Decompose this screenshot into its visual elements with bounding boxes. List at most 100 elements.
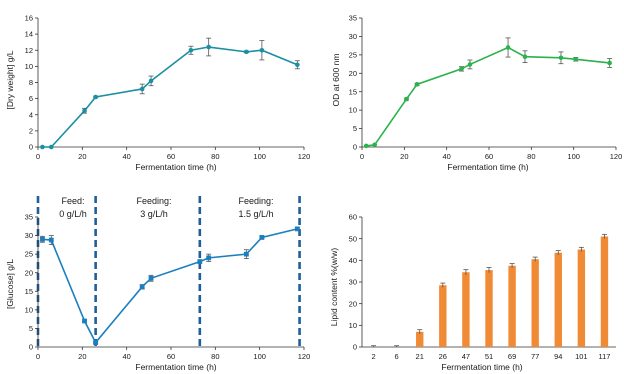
data-point xyxy=(93,340,99,345)
x-tick-label: 51 xyxy=(485,352,493,361)
x-tick-label: 26 xyxy=(439,352,447,361)
x-tick-label: 0 xyxy=(360,152,364,161)
y-tick-label: 2 xyxy=(29,126,33,135)
y-tick-label: 20 xyxy=(349,69,357,78)
y-tick-label: 25 xyxy=(349,50,357,59)
x-tick-label: 120 xyxy=(298,152,311,161)
y-tick-label: 15 xyxy=(349,87,357,96)
y-tick-label: 15 xyxy=(25,287,33,296)
data-point xyxy=(467,62,473,67)
x-tick-label: 60 xyxy=(485,152,493,161)
x-tick-label: 100 xyxy=(567,152,580,161)
x-tick-label: 20 xyxy=(400,152,408,161)
y-tick-label: 0 xyxy=(29,343,33,352)
data-point xyxy=(82,318,87,324)
y-axis-label: OD at 600 nm xyxy=(331,54,341,107)
y-tick-label: 40 xyxy=(349,256,357,265)
y-tick-label: 6 xyxy=(29,94,33,103)
phase-2-label-line2: 3 g/L/h xyxy=(140,209,168,219)
data-point xyxy=(363,143,369,149)
data-point xyxy=(404,96,409,102)
data-point xyxy=(414,82,420,87)
data-point xyxy=(48,237,54,243)
data-point xyxy=(148,275,154,281)
bar xyxy=(439,285,447,347)
x-axis-label: Fermentation time (h) xyxy=(135,162,216,172)
lipid-content-chart: Lipid content %(w/w) Fermentation time (… xyxy=(329,213,616,372)
y-tick-label: 5 xyxy=(29,324,33,333)
x-tick-label: 60 xyxy=(167,152,175,161)
bar xyxy=(485,270,493,347)
x-tick-label: 80 xyxy=(211,352,219,361)
y-tick-label: 5 xyxy=(353,124,357,133)
data-point xyxy=(295,62,300,68)
x-tick-label: 120 xyxy=(298,352,311,361)
phase-3-label-line2: 1.5 g/L/h xyxy=(238,209,273,219)
phase-2-label-line1: Feeding: xyxy=(136,196,171,206)
data-point xyxy=(372,142,377,148)
y-tick-label: 20 xyxy=(349,299,357,308)
data-point xyxy=(259,47,265,53)
data-point xyxy=(40,144,45,150)
y-tick-label: 12 xyxy=(25,46,33,55)
data-point xyxy=(40,236,45,242)
phase-1-label-line1: Feed: xyxy=(61,196,84,206)
y-tick-label: 30 xyxy=(349,278,357,287)
y-tick-label: 20 xyxy=(25,268,33,277)
phase-3-label-line1: Feeding: xyxy=(238,196,273,206)
data-point xyxy=(188,47,194,53)
data-point xyxy=(148,78,154,84)
x-tick-label: 40 xyxy=(122,152,130,161)
y-axis-label: [Glucose] g/L xyxy=(5,259,15,309)
x-tick-label: 120 xyxy=(610,152,623,161)
x-tick-label: 47 xyxy=(462,352,470,361)
y-tick-label: 4 xyxy=(29,110,33,119)
x-tick-label: 77 xyxy=(531,352,539,361)
data-point xyxy=(294,226,300,232)
data-point xyxy=(197,259,203,264)
x-axis-label: Fermentation time (h) xyxy=(447,162,528,172)
y-tick-label: 10 xyxy=(349,106,357,115)
glucose-chart: [Glucose] g/L Fermentation time (h) Feed… xyxy=(5,196,311,372)
y-tick-label: 10 xyxy=(25,62,33,71)
y-axis-label: Lipid content %(w/w) xyxy=(329,248,339,327)
y-tick-label: 0 xyxy=(353,343,357,352)
y-tick-label: 8 xyxy=(29,78,33,87)
y-tick-label: 0 xyxy=(29,143,33,152)
x-tick-label: 40 xyxy=(122,352,130,361)
data-point xyxy=(244,49,249,55)
y-tick-label: 25 xyxy=(25,250,33,259)
x-tick-label: 80 xyxy=(527,152,535,161)
series-line xyxy=(42,228,298,344)
x-tick-label: 100 xyxy=(253,152,266,161)
x-tick-label: 0 xyxy=(36,152,40,161)
data-point xyxy=(558,55,564,61)
dry-weight-plot-area: 0 2 4 6 8 10 12 14 16 0 20 40 60 80 100 120 xyxy=(25,14,311,161)
series-line xyxy=(366,46,610,147)
od-chart: OD at 600 nm Fermentation time (h) 0 5 10 1… xyxy=(331,14,623,172)
y-tick-label: 14 xyxy=(25,30,33,39)
x-tick-label: 6 xyxy=(395,352,399,361)
data-point xyxy=(206,44,211,50)
data-point xyxy=(93,94,98,100)
phase-1-label-line2: 0 g/L/h xyxy=(59,209,87,219)
y-tick-label: 35 xyxy=(25,213,33,222)
data-point xyxy=(139,284,145,290)
bar xyxy=(531,259,539,347)
glucose-plot-area: 0 5 10 15 20 25 30 35 0 20 40 60 80 100 120 xyxy=(25,196,311,361)
x-axis-label: Fermentation time (h) xyxy=(441,362,522,372)
y-axis-title: [Dry weight] g/L xyxy=(5,50,15,109)
y-tick-label: 16 xyxy=(25,14,33,23)
y-tick-label: 35 xyxy=(349,14,357,23)
y-tick-label: 60 xyxy=(349,213,357,222)
data-point xyxy=(459,66,464,72)
x-tick-label: 117 xyxy=(598,352,610,361)
bar xyxy=(508,265,516,347)
y-tick-label: 10 xyxy=(349,321,357,330)
y-tick-label: 10 xyxy=(25,305,33,314)
bar xyxy=(462,272,470,347)
x-tick-label: 0 xyxy=(36,352,40,361)
bar xyxy=(416,331,424,347)
od-plot-area: 0 5 10 15 20 25 30 35 0 20 40 60 80 100 120 xyxy=(349,14,623,161)
